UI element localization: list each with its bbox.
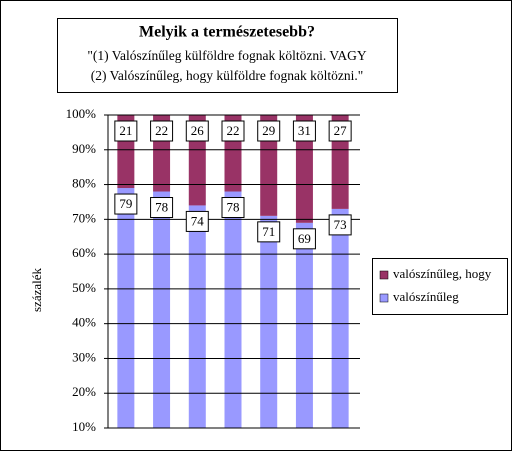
value-label-box xyxy=(292,120,316,142)
y-axis-label: százalék xyxy=(29,267,44,312)
y-tick-label: 70% xyxy=(72,210,96,225)
chart-subtitle: "(1) Valószínűleg külföldre fognak költö… xyxy=(87,48,366,63)
bar-segment xyxy=(295,115,313,223)
y-tick-label: 100% xyxy=(66,106,97,121)
legend-box xyxy=(372,258,508,315)
value-label-box xyxy=(150,120,174,142)
value-label-box xyxy=(257,221,281,243)
value-label: 79 xyxy=(119,196,132,211)
bar-segment xyxy=(295,222,313,428)
y-tick-label: 10% xyxy=(72,419,96,434)
value-label-box xyxy=(292,228,316,250)
value-label: 78 xyxy=(227,199,240,214)
value-label-box xyxy=(257,120,281,142)
bar-segment xyxy=(331,208,349,428)
value-label: 78 xyxy=(155,199,168,214)
value-label: 22 xyxy=(227,123,240,138)
value-label: 69 xyxy=(298,231,311,246)
value-label-box xyxy=(328,214,352,236)
bar-segment xyxy=(188,205,206,428)
legend-label: valószínűleg xyxy=(393,289,459,304)
value-label: 27 xyxy=(334,123,348,138)
value-label-box xyxy=(114,120,138,142)
bar-segment xyxy=(260,215,278,428)
title-box xyxy=(57,18,398,93)
value-label: 74 xyxy=(191,213,205,228)
y-tick-label: 40% xyxy=(72,315,96,330)
value-label-box xyxy=(150,197,174,219)
bar-segment xyxy=(117,188,135,428)
value-label: 26 xyxy=(191,123,205,138)
value-label: 31 xyxy=(298,123,311,138)
value-label: 22 xyxy=(155,123,168,138)
y-tick-label: 50% xyxy=(72,280,96,295)
y-tick-label: 60% xyxy=(72,245,96,260)
value-label: 73 xyxy=(334,217,347,232)
value-label: 29 xyxy=(262,123,275,138)
bar-segment xyxy=(153,191,171,428)
legend-label: valószínűleg, hogy xyxy=(393,266,492,281)
y-tick-label: 30% xyxy=(72,349,96,364)
legend-swatch xyxy=(379,270,389,280)
value-label: 21 xyxy=(119,123,132,138)
y-tick-label: 80% xyxy=(72,176,96,191)
bar-segment xyxy=(224,191,242,428)
value-label-box xyxy=(328,120,352,142)
chart-subtitle: (2) Valószínűleg, hogy külföldre fognak … xyxy=(91,68,364,83)
value-label-box xyxy=(221,197,245,219)
y-tick-label: 90% xyxy=(72,141,96,156)
value-label-box xyxy=(185,120,209,142)
value-label-box xyxy=(114,193,138,215)
y-tick-label: 20% xyxy=(72,384,96,399)
value-label-box xyxy=(221,120,245,142)
legend-swatch xyxy=(379,293,389,303)
value-label-box xyxy=(185,210,209,232)
chart-title: Melyik a természetesebb? xyxy=(139,24,315,41)
value-label: 71 xyxy=(262,224,275,239)
